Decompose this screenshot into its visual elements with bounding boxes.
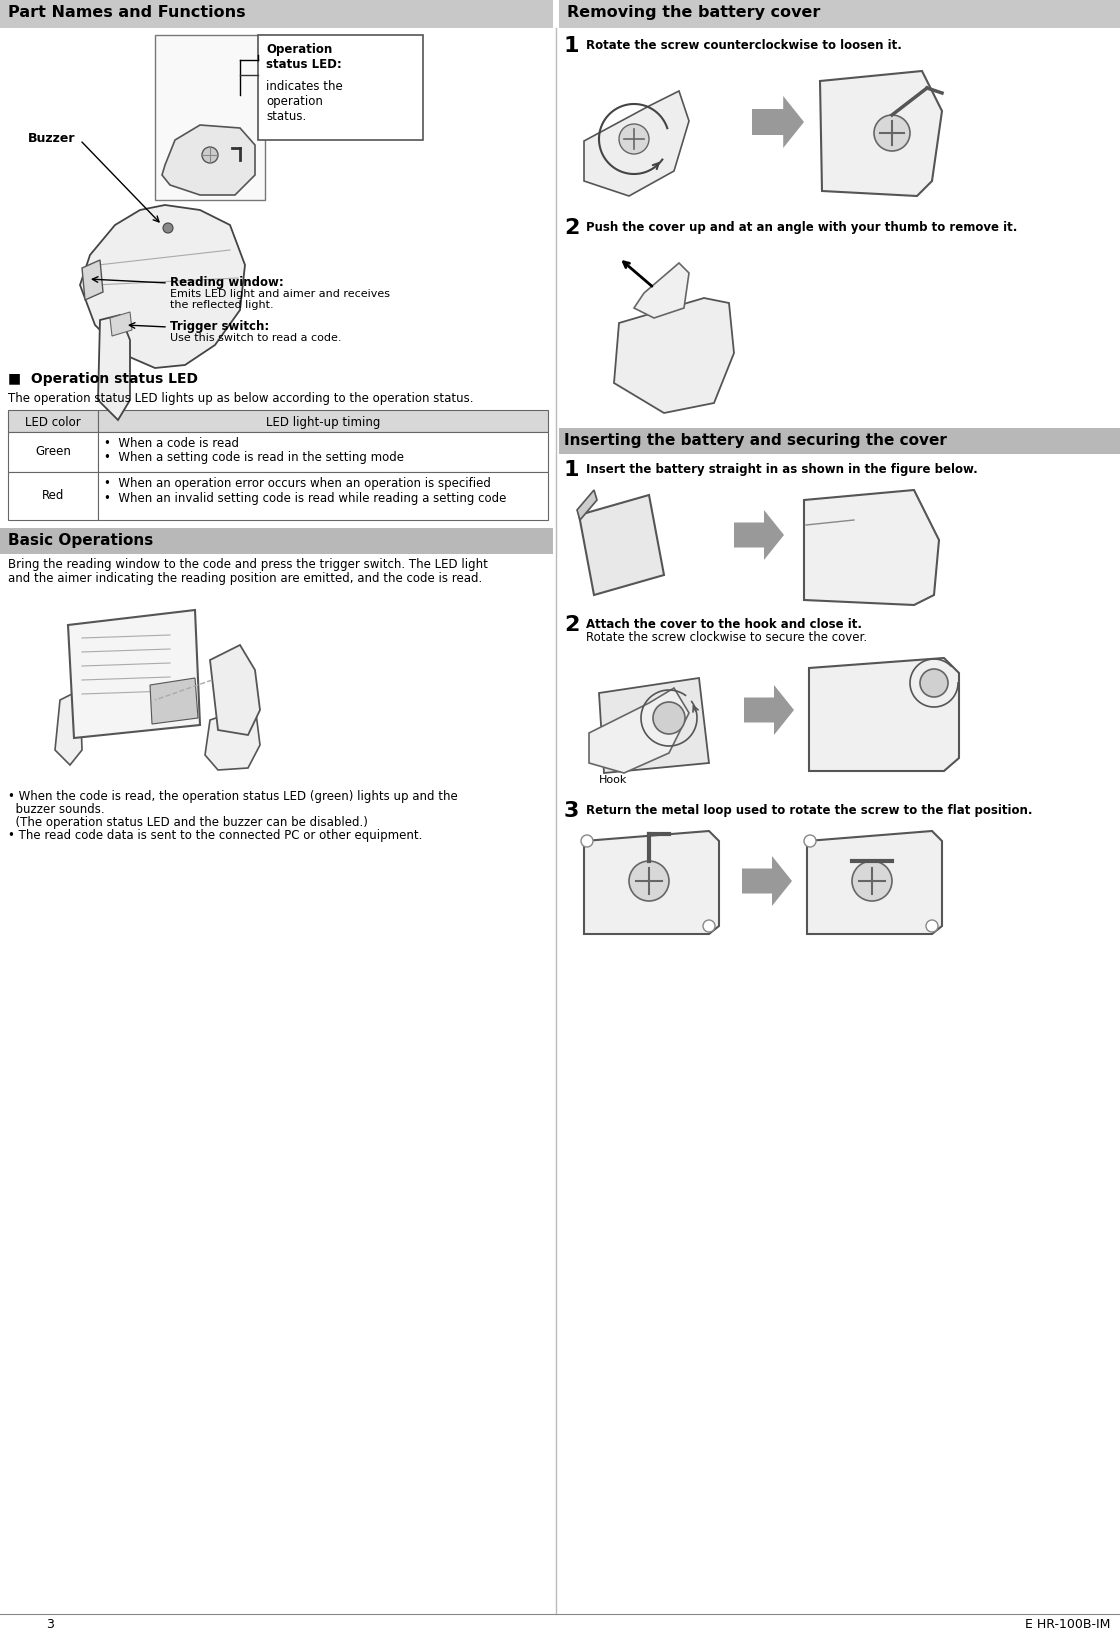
Circle shape (619, 124, 648, 153)
Polygon shape (577, 490, 597, 521)
Text: 2: 2 (564, 615, 579, 635)
Polygon shape (809, 658, 959, 770)
Circle shape (852, 862, 892, 901)
Text: 1: 1 (564, 36, 579, 55)
Text: buzzer sounds.: buzzer sounds. (8, 803, 104, 816)
Text: •  When a setting code is read in the setting mode: • When a setting code is read in the set… (104, 450, 404, 463)
Polygon shape (820, 72, 942, 196)
Polygon shape (80, 206, 245, 367)
Circle shape (804, 836, 816, 847)
Polygon shape (744, 685, 794, 734)
Polygon shape (99, 315, 130, 419)
Polygon shape (614, 299, 734, 413)
Text: the reflected light.: the reflected light. (170, 300, 273, 310)
Bar (8, 432, 99, 472)
Bar (258, 34, 423, 140)
Text: • When the code is read, the operation status LED (green) lights up and the: • When the code is read, the operation s… (8, 790, 458, 803)
Text: Trigger switch:: Trigger switch: (170, 320, 269, 333)
Polygon shape (734, 509, 784, 560)
Bar (8, 472, 99, 521)
Text: Part Names and Functions: Part Names and Functions (8, 5, 245, 20)
Circle shape (164, 224, 172, 233)
Polygon shape (82, 259, 103, 300)
Text: Removing the battery cover: Removing the battery cover (567, 5, 820, 20)
Polygon shape (205, 705, 260, 770)
Text: Basic Operations: Basic Operations (8, 534, 153, 548)
Polygon shape (211, 645, 260, 734)
Bar (99, 410, 548, 432)
Text: Inserting the battery and securing the cover: Inserting the battery and securing the c… (564, 432, 946, 449)
Bar (99, 472, 548, 521)
Text: •  When an invalid setting code is read while reading a setting code: • When an invalid setting code is read w… (104, 491, 506, 504)
Polygon shape (808, 831, 942, 934)
Text: The operation status LED lights up as below according to the operation status.: The operation status LED lights up as be… (8, 392, 474, 405)
Circle shape (703, 920, 715, 932)
Text: Emits LED light and aimer and receives: Emits LED light and aimer and receives (170, 289, 390, 299)
Text: Reading window:: Reading window: (170, 276, 283, 289)
Bar (0, 529, 553, 553)
Polygon shape (752, 96, 804, 149)
Circle shape (202, 147, 218, 163)
Text: and the aimer indicating the reading position are emitted, and the code is read.: and the aimer indicating the reading pos… (8, 571, 483, 584)
Bar (559, 0, 1120, 28)
Text: Push the cover up and at an angle with your thumb to remove it.: Push the cover up and at an angle with y… (586, 220, 1017, 233)
Bar (0, 0, 553, 28)
Polygon shape (150, 677, 198, 725)
Circle shape (920, 669, 948, 697)
Circle shape (874, 114, 909, 152)
Text: (The operation status LED and the buzzer can be disabled.): (The operation status LED and the buzzer… (8, 816, 367, 829)
Text: LED color: LED color (25, 416, 81, 429)
Text: Buzzer: Buzzer (28, 132, 75, 145)
Polygon shape (68, 610, 200, 738)
Polygon shape (584, 91, 689, 196)
Text: Rotate the screw counterclockwise to loosen it.: Rotate the screw counterclockwise to loo… (586, 39, 902, 52)
Circle shape (653, 702, 685, 734)
Text: Use this switch to read a code.: Use this switch to read a code. (170, 333, 342, 343)
Text: 2: 2 (564, 219, 579, 238)
Text: Return the metal loop used to rotate the screw to the flat position.: Return the metal loop used to rotate the… (586, 805, 1033, 818)
Text: • The read code data is sent to the connected PC or other equipment.: • The read code data is sent to the conn… (8, 829, 422, 842)
Text: indicates the
operation
status.: indicates the operation status. (267, 80, 343, 122)
Text: •  When a code is read: • When a code is read (104, 437, 239, 450)
Polygon shape (804, 490, 939, 605)
Circle shape (629, 862, 669, 901)
Polygon shape (584, 831, 719, 934)
Circle shape (926, 920, 939, 932)
Bar (99, 432, 548, 472)
Text: •  When an operation error occurs when an operation is specified: • When an operation error occurs when an… (104, 477, 491, 490)
Polygon shape (55, 690, 82, 765)
Text: Rotate the screw clockwise to secure the cover.: Rotate the screw clockwise to secure the… (586, 632, 867, 645)
Text: ■  Operation status LED: ■ Operation status LED (8, 372, 198, 387)
Text: Insert the battery straight in as shown in the figure below.: Insert the battery straight in as shown … (586, 463, 978, 477)
Bar (8, 410, 99, 432)
Polygon shape (741, 857, 792, 906)
Text: 3: 3 (46, 1617, 54, 1630)
Bar (559, 428, 1120, 454)
Polygon shape (579, 494, 664, 596)
Text: Red: Red (41, 490, 64, 503)
Circle shape (581, 836, 592, 847)
Polygon shape (634, 263, 689, 318)
Text: Green: Green (35, 446, 71, 459)
Polygon shape (162, 126, 255, 194)
Text: Attach the cover to the hook and close it.: Attach the cover to the hook and close i… (586, 619, 862, 632)
Polygon shape (599, 677, 709, 774)
Text: LED light-up timing: LED light-up timing (265, 416, 380, 429)
Text: Bring the reading window to the code and press the trigger switch. The LED light: Bring the reading window to the code and… (8, 558, 488, 571)
Text: 3: 3 (564, 801, 579, 821)
Bar (155, 34, 265, 201)
Polygon shape (110, 312, 132, 336)
Text: E HR-100B-IM: E HR-100B-IM (1025, 1617, 1110, 1630)
Text: 1: 1 (564, 460, 579, 480)
Polygon shape (589, 689, 689, 774)
Text: Operation
status LED:: Operation status LED: (267, 42, 342, 72)
Text: Hook: Hook (599, 775, 627, 785)
